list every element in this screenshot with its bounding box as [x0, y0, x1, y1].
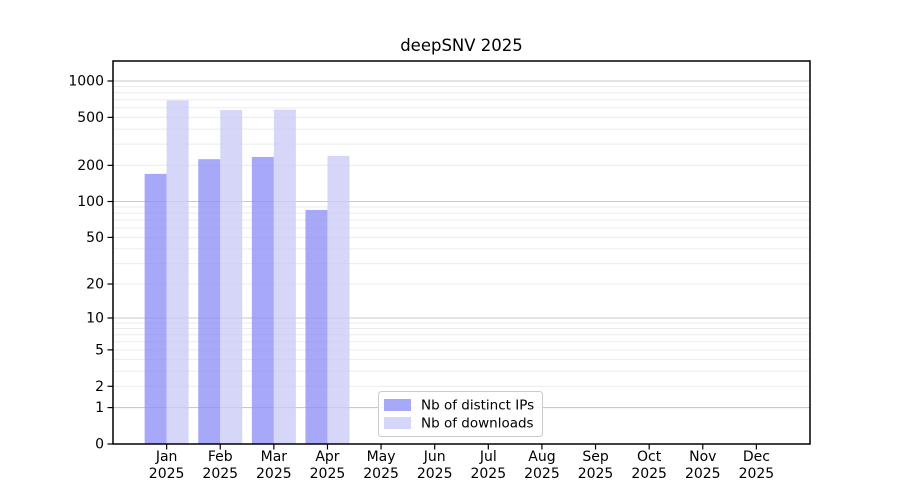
y-axis-labels: 0 1 2 5 10 20 50 100 200 500 1000 — [68, 74, 104, 453]
y-tick-label: 500 — [77, 110, 104, 126]
y-tick-label: 200 — [77, 158, 104, 174]
x-tick-label-year: 2025 — [310, 466, 346, 482]
legend-label-distinct-ips: Nb of distinct IPs — [421, 398, 534, 414]
legend-box — [378, 391, 543, 437]
x-tick-label-month: Aug — [528, 449, 555, 465]
x-tick-label-year: 2025 — [524, 466, 560, 482]
chart-title: deepSNV 2025 — [400, 36, 523, 55]
x-tick-label-month: May — [367, 449, 396, 465]
y-tick-label: 5 — [95, 342, 104, 358]
x-tick-label-year: 2025 — [739, 466, 775, 482]
legend-swatch-downloads — [384, 417, 411, 429]
x-tick-label-month: Mar — [261, 449, 288, 465]
legend: Nb of distinct IPs Nb of downloads — [378, 391, 543, 437]
x-tick-label-month: Jun — [423, 449, 446, 465]
legend-label-downloads: Nb of downloads — [421, 416, 534, 432]
y-tick-label: 0 — [95, 437, 104, 453]
bar-distinct-ips-mar — [251, 156, 274, 444]
y-tick-label: 1000 — [68, 74, 104, 90]
legend-swatch-distinct-ips — [384, 399, 411, 411]
x-tick-label-year: 2025 — [631, 466, 667, 482]
x-tick-label-month: Jul — [479, 449, 497, 465]
x-tick-label-year: 2025 — [417, 466, 453, 482]
x-tick-label-year: 2025 — [363, 466, 399, 482]
y-tick-label: 10 — [86, 311, 104, 327]
x-tick-label-year: 2025 — [685, 466, 721, 482]
y-tick-label: 1 — [95, 400, 104, 416]
x-tick-label-year: 2025 — [470, 466, 506, 482]
x-tick-label-month: Nov — [689, 449, 716, 465]
x-tick-label-year: 2025 — [149, 466, 185, 482]
plot-border — [112, 60, 811, 445]
x-axis-labels: Jan2025Feb2025Mar2025Apr2025May2025Jun20… — [149, 449, 774, 482]
bar-downloads-mar — [273, 109, 296, 445]
bar-downloads-jan — [166, 100, 189, 444]
bars — [144, 100, 350, 445]
x-tick-label-month: Oct — [637, 449, 662, 465]
x-tick-label-month: Sep — [582, 449, 609, 465]
bar-distinct-ips-jan — [144, 173, 167, 444]
x-tick-label-month: Dec — [743, 449, 770, 465]
bar-distinct-ips-apr — [305, 209, 328, 444]
x-tick-label-month: Jan — [155, 449, 178, 465]
x-tick-label-month: Feb — [208, 449, 233, 465]
y-tick-label: 2 — [95, 379, 104, 395]
x-tick-label-year: 2025 — [256, 466, 292, 482]
bar-downloads-apr — [327, 155, 350, 445]
x-tick-label-month: Apr — [315, 449, 339, 465]
bar-distinct-ips-feb — [198, 159, 221, 444]
bar-downloads-feb — [220, 110, 243, 444]
x-tick-label-year: 2025 — [202, 466, 238, 482]
y-tick-label: 50 — [86, 230, 104, 246]
axis-ticks — [107, 80, 757, 450]
x-tick-label-year: 2025 — [578, 466, 614, 482]
y-tick-label: 20 — [86, 277, 104, 293]
y-tick-label: 100 — [77, 194, 104, 210]
